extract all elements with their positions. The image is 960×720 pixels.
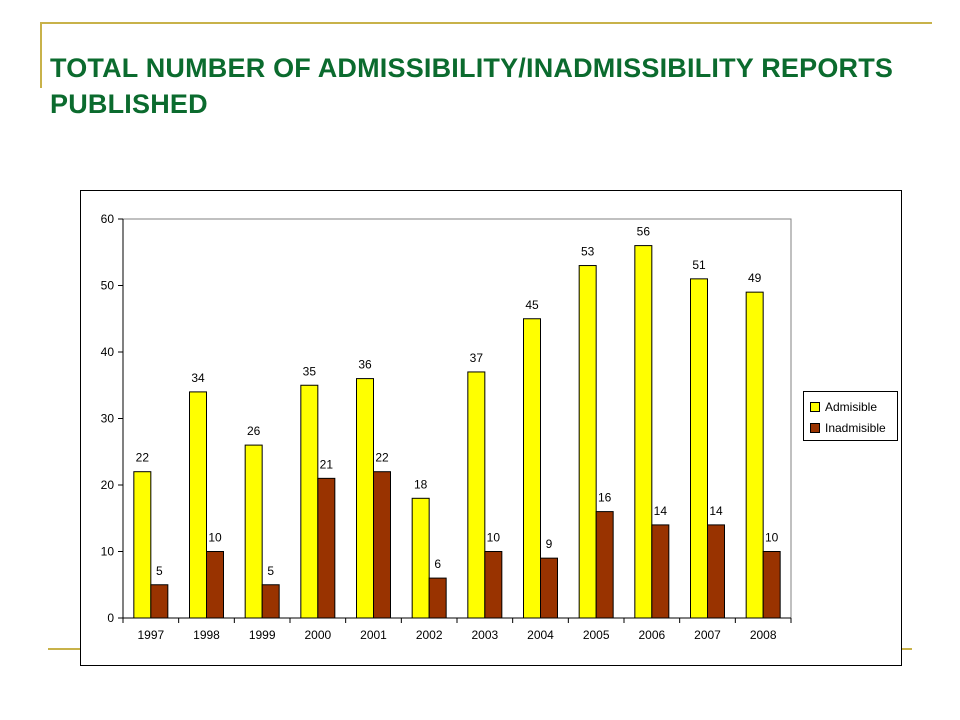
data-label-inadmisible: 6: [434, 557, 441, 571]
x-tick-label: 2003: [471, 628, 498, 642]
bar-inadmisible: [428, 577, 447, 619]
y-tick-label: 50: [101, 279, 115, 293]
bar-inadmisible: [762, 551, 781, 619]
x-tick-label: 2002: [416, 628, 443, 642]
bar-admisible: [523, 318, 541, 619]
bars: [133, 245, 781, 619]
bar-inadmisible: [651, 524, 670, 619]
bar-inadmisible: [373, 471, 391, 619]
y-tick-label: 60: [101, 212, 115, 226]
legend-item-inadmisible: Inadmisible: [810, 417, 897, 438]
bar-inadmisible: [595, 511, 614, 619]
x-tick-label: 2005: [583, 628, 610, 642]
data-label-inadmisible: 9: [546, 537, 553, 551]
data-label-admisible: 53: [581, 245, 595, 259]
data-label-admisible: 37: [470, 351, 484, 365]
chart-legend: Admisible Inadmisible: [803, 391, 898, 441]
axes: 0 10 20 30 40 50 60 1997 1998 1999 2000 2001 2002 200…: [101, 212, 792, 642]
decorative-left-line: [40, 22, 42, 88]
x-tick-label: 1998: [193, 628, 220, 642]
x-tick-label: 1999: [249, 628, 276, 642]
bar-chart: 0 10 20 30 40 50 60 1997 1998 1999 2000 2001 2002 200…: [101, 212, 792, 642]
bar-inadmisible: [484, 551, 503, 619]
legend-swatch-inadmisible: [810, 422, 820, 433]
bar-inadmisible: [261, 584, 280, 619]
bar-admisible: [634, 245, 653, 619]
data-label-admisible: 18: [414, 477, 428, 491]
data-label-inadmisible: 22: [375, 451, 389, 465]
data-label-admisible: 51: [692, 258, 706, 272]
bar-inadmisible: [707, 524, 725, 619]
data-label-admisible: 49: [748, 271, 762, 285]
data-label-inadmisible: 10: [208, 531, 222, 545]
legend-label-admisible: Admisible: [825, 399, 878, 414]
y-tick-label: 10: [101, 545, 115, 559]
data-labels: 22 5 34 10 26 5 35 21 36 22 18 6 37 10 45 9 53 16 56 14 51 14…: [136, 225, 779, 578]
legend-swatch-admisible: [810, 401, 820, 412]
data-label-inadmisible: 14: [654, 504, 668, 518]
y-tick-label: 0: [107, 611, 114, 625]
x-tick-label: 2004: [527, 628, 554, 642]
data-label-inadmisible: 16: [598, 491, 612, 505]
data-label-inadmisible: 5: [156, 564, 163, 578]
bar-admisible: [411, 497, 430, 619]
data-label-admisible: 45: [525, 298, 539, 312]
bar-inadmisible: [150, 584, 169, 619]
bar-inadmisible: [206, 551, 224, 619]
bar-admisible: [745, 291, 764, 619]
legend-item-admisible: Admisible: [810, 396, 897, 417]
data-label-inadmisible: 10: [487, 531, 501, 545]
bar-admisible: [356, 378, 374, 619]
y-tick-label: 20: [101, 478, 115, 492]
decorative-top-line: [40, 22, 932, 24]
bar-admisible: [189, 391, 207, 619]
bar-admisible: [300, 384, 319, 619]
x-tick-label: 1997: [137, 628, 164, 642]
x-tick-label: 2008: [750, 628, 777, 642]
data-label-inadmisible: 10: [765, 531, 779, 545]
data-label-admisible: 34: [191, 371, 205, 385]
data-label-inadmisible: 5: [267, 564, 274, 578]
data-label-inadmisible: 14: [709, 504, 723, 518]
x-tick-label: 2006: [638, 628, 665, 642]
data-label-admisible: 36: [358, 358, 372, 372]
bar-admisible: [467, 371, 486, 619]
bar-admisible: [244, 444, 263, 619]
x-tick-label: 2000: [304, 628, 331, 642]
x-tick-label: 2007: [694, 628, 721, 642]
data-label-admisible: 22: [136, 451, 150, 465]
bar-admisible: [690, 278, 708, 619]
y-tick-label: 40: [101, 345, 115, 359]
bar-inadmisible: [540, 557, 558, 619]
x-tick-label: 2001: [360, 628, 387, 642]
data-label-inadmisible: 21: [320, 457, 334, 471]
chart-frame: 0 10 20 30 40 50 60 1997 1998 1999 2000 2001 2002 200…: [80, 190, 902, 666]
slide-title: TOTAL NUMBER OF ADMISSIBILITY/INADMISSIB…: [50, 53, 894, 119]
y-tick-label: 30: [101, 412, 115, 426]
bar-admisible: [133, 471, 152, 619]
bar-inadmisible: [317, 477, 336, 619]
legend-label-inadmisible: Inadmisible: [825, 420, 886, 435]
data-label-admisible: 26: [247, 424, 261, 438]
data-label-admisible: 35: [303, 364, 317, 378]
data-label-admisible: 56: [637, 225, 651, 239]
bar-admisible: [578, 265, 597, 619]
